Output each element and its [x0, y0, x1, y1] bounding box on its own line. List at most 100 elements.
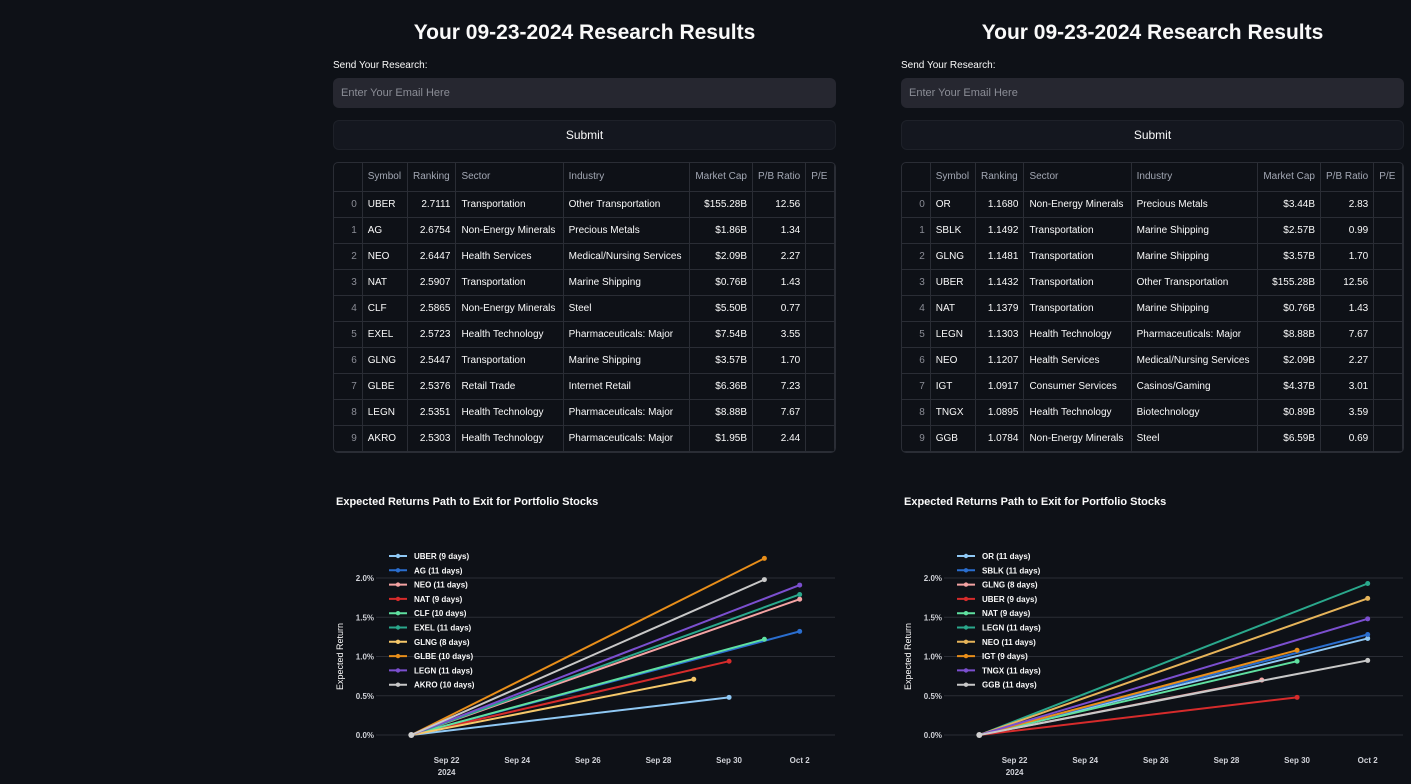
series-end-point — [761, 636, 767, 642]
legend-label: NEO (11 days) — [982, 638, 1036, 647]
table-cell: $6.59B — [1257, 425, 1321, 452]
x-tick-label: 2024 — [1006, 768, 1024, 777]
column-header[interactable]: P/E — [805, 163, 835, 192]
table-row[interactable]: 2 GLNG 1.1481 Transportation Marine Shipping… — [902, 243, 1403, 270]
column-header[interactable] — [334, 163, 363, 192]
results-table[interactable]: Symbol Ranking Sector Industry Market Cap P/B… — [333, 162, 836, 453]
table-cell: $3.57B — [1257, 243, 1321, 270]
table-row[interactable]: 0 OR 1.1680 Non-Energy Minerals Precious Met… — [902, 191, 1403, 218]
legend-marker — [963, 653, 969, 659]
table-row[interactable]: 4 NAT 1.1379 Transportation Marine Shipping $… — [902, 295, 1403, 322]
table-row[interactable]: 9 GGB 1.0784 Non-Energy Minerals Steel $6.59B… — [902, 425, 1403, 452]
series-end-point — [726, 694, 732, 700]
table-row[interactable]: 5 EXEL 2.5723 Health Technology Pharmaceutic… — [334, 321, 835, 348]
series-line — [979, 659, 1368, 736]
series-end-point — [1365, 595, 1371, 601]
y-tick-label: 0.5% — [356, 692, 374, 701]
table-row[interactable]: 5 LEGN 1.1303 Health Technology Pharmaceutic… — [902, 321, 1403, 348]
table-cell — [805, 295, 835, 322]
table-cell: 1.34 — [752, 217, 807, 244]
table-row[interactable]: 0 UBER 2.7111 Transportation Other Transport… — [334, 191, 835, 218]
table-cell: Pharmaceuticals: Major — [563, 425, 691, 452]
table-cell: 0 — [334, 191, 363, 218]
column-header[interactable]: P/B Ratio — [752, 163, 807, 192]
column-header[interactable]: Sector — [1023, 163, 1132, 192]
column-header[interactable]: Market Cap — [1257, 163, 1321, 192]
column-header[interactable]: P/E — [1373, 163, 1403, 192]
table-row[interactable]: 6 GLNG 2.5447 Transportation Marine Shipping… — [334, 347, 835, 374]
table-cell: Transportation — [455, 347, 564, 374]
table-row[interactable]: 4 CLF 2.5865 Non-Energy Minerals Steel $5.50B… — [334, 295, 835, 322]
table-cell — [1373, 321, 1403, 348]
table-row[interactable]: 6 NEO 1.1207 Health Services Medical/Nursing… — [902, 347, 1403, 374]
y-tick-label: 0.5% — [924, 692, 942, 701]
y-tick-label: 0.0% — [356, 731, 374, 740]
table-row[interactable]: 9 AKRO 2.5303 Health Technology Pharmaceutic… — [334, 425, 835, 452]
legend-marker — [963, 596, 969, 602]
table-row[interactable]: 3 NAT 2.5907 Transportation Marine Shipping $… — [334, 269, 835, 296]
send-research-label: Send Your Research: — [901, 60, 996, 71]
series-line — [978, 582, 1369, 736]
table-row[interactable]: 7 GLBE 2.5376 Retail Trade Internet Retail $6… — [334, 373, 835, 400]
table-row[interactable]: 1 AG 2.6754 Non-Energy Minerals Precious Met… — [334, 217, 835, 244]
table-cell — [1373, 373, 1403, 400]
table-cell: 3.55 — [752, 321, 807, 348]
email-input[interactable] — [901, 78, 1404, 108]
table-cell — [805, 321, 835, 348]
table-cell: NEO — [362, 243, 409, 270]
results-table[interactable]: Symbol Ranking Sector Industry Market Cap P/B… — [901, 162, 1404, 453]
x-tick-label: 2024 — [438, 768, 456, 777]
table-cell: 1 — [334, 217, 363, 244]
table-cell: Casinos/Gaming — [1131, 373, 1259, 400]
x-tick-label: Sep 26 — [575, 756, 601, 765]
legend-marker — [395, 625, 401, 630]
legend-label: LEGN (11 days) — [982, 624, 1041, 633]
email-input[interactable] — [333, 78, 836, 108]
column-header[interactable]: Sector — [455, 163, 564, 192]
series-line — [979, 696, 1298, 736]
submit-button[interactable]: Submit — [901, 120, 1404, 150]
legend-marker — [395, 582, 401, 587]
table-row[interactable]: 7 IGT 1.0917 Consumer Services Casinos/Gamin… — [902, 373, 1403, 400]
series-end-point — [797, 628, 803, 634]
table-cell: 2.7111 — [407, 191, 457, 218]
legend-marker — [963, 553, 969, 559]
table-cell: UBER — [362, 191, 409, 218]
column-header[interactable]: Industry — [1131, 163, 1259, 192]
submit-button[interactable]: Submit — [333, 120, 836, 150]
column-header[interactable]: Symbol — [930, 163, 977, 192]
series-line — [410, 557, 765, 736]
column-header[interactable]: P/B Ratio — [1320, 163, 1375, 192]
column-header[interactable]: Industry — [563, 163, 691, 192]
x-tick-label: Sep 22 — [1002, 756, 1028, 765]
column-header[interactable]: Ranking — [407, 163, 457, 192]
series-line — [979, 649, 1298, 736]
table-cell: $8.88B — [1257, 321, 1321, 348]
column-header[interactable]: Market Cap — [689, 163, 753, 192]
table-cell: $1.86B — [689, 217, 753, 244]
table-row[interactable]: 8 LEGN 2.5351 Health Technology Pharmaceutic… — [334, 399, 835, 426]
legend-marker — [963, 639, 969, 644]
table-row[interactable]: 1 SBLK 1.1492 Transportation Marine Shipping… — [902, 217, 1403, 244]
table-header-row: Symbol Ranking Sector Industry Market Cap P/B… — [902, 163, 1403, 192]
table-cell: 1.70 — [752, 347, 807, 374]
column-header[interactable] — [902, 163, 931, 192]
x-tick-label: Oct 2 — [1358, 756, 1379, 765]
table-row[interactable]: 8 TNGX 1.0895 Health Technology Biotechnolog… — [902, 399, 1403, 426]
table-cell: 2.6754 — [407, 217, 457, 244]
table-row[interactable]: 2 NEO 2.6447 Health Services Medical/Nursing… — [334, 243, 835, 270]
table-cell: 12.56 — [752, 191, 807, 218]
legend-label: GLNG (8 days) — [982, 581, 1038, 590]
table-cell: 1.1303 — [975, 321, 1025, 348]
table-row[interactable]: 3 UBER 1.1432 Transportation Other Transport… — [902, 269, 1403, 296]
table-cell: $5.50B — [689, 295, 753, 322]
column-header[interactable]: Symbol — [362, 163, 409, 192]
table-cell: Internet Retail — [563, 373, 691, 400]
series-end-point — [1365, 580, 1371, 586]
table-cell: 2 — [902, 243, 931, 270]
table-cell: $2.09B — [1257, 347, 1321, 374]
table-cell — [805, 347, 835, 374]
legend-label: UBER (9 days) — [982, 595, 1037, 604]
column-header[interactable]: Ranking — [975, 163, 1025, 192]
table-cell: Biotechnology — [1131, 399, 1259, 426]
